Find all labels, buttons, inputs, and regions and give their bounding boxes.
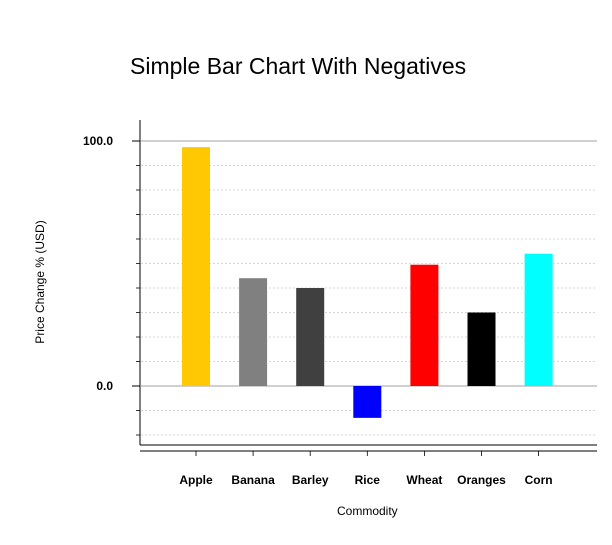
x-tick-label: Corn xyxy=(525,473,553,487)
y-axis-label: Price Change % (USD) xyxy=(33,220,47,343)
chart-title: Simple Bar Chart With Negatives xyxy=(130,53,466,79)
x-axis-label: Commodity xyxy=(337,504,398,518)
bar-oranges xyxy=(467,312,496,386)
bar-barley xyxy=(296,288,325,386)
x-tick-label: Oranges xyxy=(457,473,506,487)
bar-banana xyxy=(239,278,268,386)
x-tick-label: Rice xyxy=(355,473,381,487)
x-tick-label: Apple xyxy=(179,473,213,487)
bar-rice xyxy=(353,386,382,418)
x-tick-label: Wheat xyxy=(406,473,442,487)
bar-apple xyxy=(182,147,210,386)
y-tick-label: 100.0 xyxy=(83,134,113,148)
bar-wheat xyxy=(410,264,439,386)
x-tick-label: Barley xyxy=(292,473,329,487)
bar-corn xyxy=(524,253,553,386)
x-tick-label: Banana xyxy=(231,473,275,487)
y-tick-label: 0.0 xyxy=(96,379,113,393)
